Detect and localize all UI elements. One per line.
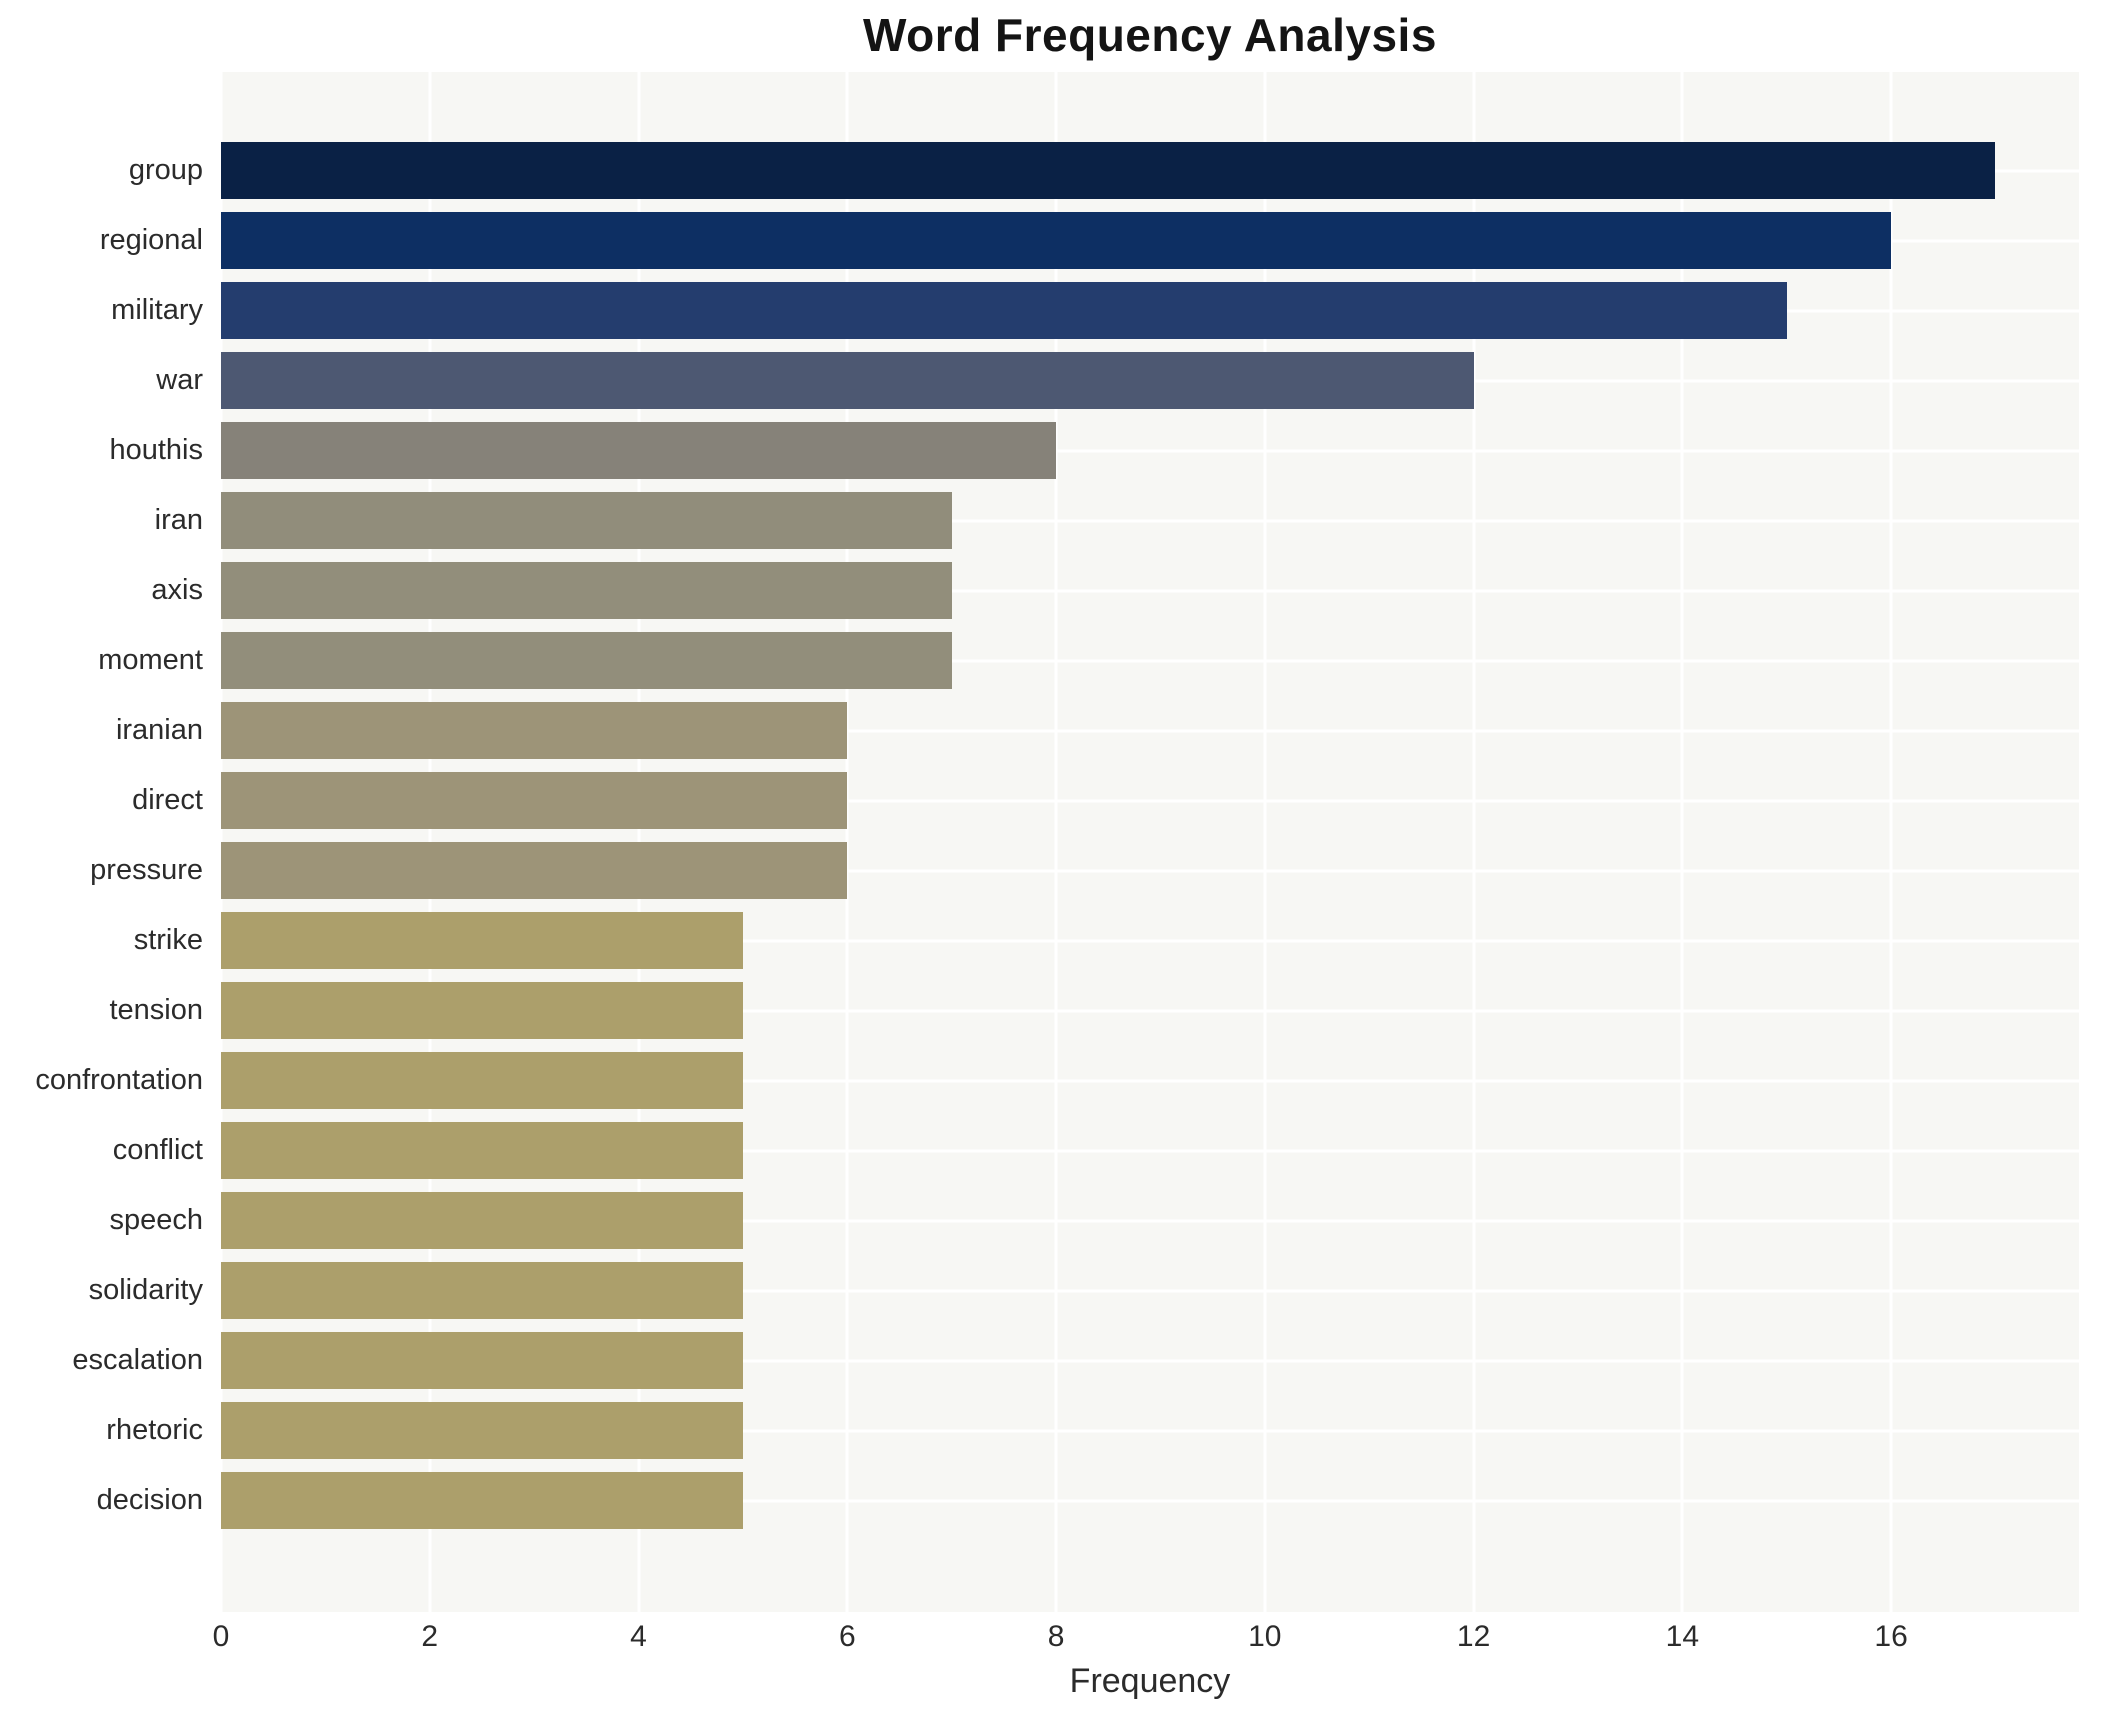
y-axis-label-military: military xyxy=(111,294,203,326)
grid-line-vertical xyxy=(1472,72,1476,1612)
grid-line-horizontal xyxy=(221,1499,2079,1502)
x-axis-tick-16: 16 xyxy=(1874,1620,1908,1653)
y-axis-label-speech: speech xyxy=(109,1204,203,1236)
grid-line-horizontal xyxy=(221,869,2079,872)
bar-row xyxy=(221,1472,2079,1542)
x-axis-tick-6: 6 xyxy=(838,1620,856,1653)
bar-row xyxy=(221,282,2079,352)
y-axis-label-moment: moment xyxy=(98,644,203,676)
plot-area xyxy=(219,72,2079,1612)
frequency-bar-iranian xyxy=(221,702,848,759)
bar-row xyxy=(221,1192,2079,1262)
frequency-bar-conflict xyxy=(221,1122,743,1179)
x-axis-title: Frequency xyxy=(1069,1662,1231,1700)
bar-row xyxy=(221,982,2079,1052)
grid-line-horizontal xyxy=(221,799,2079,802)
y-axis-labels: group regional military war houthis iran axis m… xyxy=(0,72,203,1612)
y-axis-label-solidarity: solidarity xyxy=(88,1274,203,1306)
frequency-bar-decision xyxy=(221,1472,743,1529)
bar-rows-container xyxy=(221,72,2079,1612)
frequency-bar-speech xyxy=(221,1192,743,1249)
grid-line-vertical xyxy=(1680,72,1684,1612)
bar-row xyxy=(221,772,2079,842)
bar-row xyxy=(221,702,2079,772)
grid-line-horizontal xyxy=(221,1219,2079,1222)
frequency-bar-military xyxy=(221,282,1787,339)
y-axis-label-strike: strike xyxy=(133,924,203,956)
frequency-bar-tension xyxy=(221,982,743,1039)
bar-row xyxy=(221,1262,2079,1332)
bar-row xyxy=(221,1122,2079,1192)
grid-line-horizontal xyxy=(221,939,2079,942)
y-axis-label-direct: direct xyxy=(132,784,203,816)
y-axis-label-pressure: pressure xyxy=(90,854,203,886)
y-axis-label-confrontation: confrontation xyxy=(35,1064,203,1096)
grid-line-horizontal xyxy=(221,589,2079,592)
y-axis-label-axis: axis xyxy=(151,574,203,606)
y-axis-label-conflict: conflict xyxy=(112,1134,203,1166)
bar-row xyxy=(221,1332,2079,1402)
bar-row xyxy=(221,212,2079,282)
y-axis-label-iranian: iranian xyxy=(115,714,203,746)
bar-row xyxy=(221,1402,2079,1472)
x-axis-tick-0: 0 xyxy=(212,1620,230,1653)
frequency-bar-regional xyxy=(221,212,1892,269)
grid-line-horizontal xyxy=(221,659,2079,662)
x-axis-tick-14: 14 xyxy=(1665,1620,1700,1653)
y-axis-label-rhetoric: rhetoric xyxy=(106,1414,203,1446)
frequency-bar-strike xyxy=(221,912,743,969)
grid-line-vertical xyxy=(845,72,849,1612)
grid-line-horizontal xyxy=(221,1079,2079,1082)
x-axis-tick-2: 2 xyxy=(421,1620,439,1653)
grid-line-horizontal xyxy=(221,449,2079,452)
frequency-bar-houthis xyxy=(221,422,1057,479)
frequency-bar-direct xyxy=(221,772,848,829)
grid-line-vertical xyxy=(1889,72,1893,1612)
grid-line-horizontal xyxy=(221,519,2079,522)
x-axis-ticks: 0 2 4 6 8 10 12 14 16 xyxy=(213,1620,2079,1660)
y-axis-label-regional: regional xyxy=(99,224,203,256)
y-axis-label-houthis: houthis xyxy=(109,434,203,466)
y-axis-label-group: group xyxy=(128,154,203,186)
frequency-bar-escalation xyxy=(221,1332,743,1389)
y-axis-label-tension: tension xyxy=(109,994,203,1026)
frequency-bar-war xyxy=(221,352,1474,409)
frequency-bar-confrontation xyxy=(221,1052,743,1109)
y-axis-label-iran: iran xyxy=(154,504,203,536)
x-axis-tick-10: 10 xyxy=(1248,1620,1282,1653)
bar-row xyxy=(221,912,2079,982)
grid-line-horizontal xyxy=(221,1009,2079,1012)
grid-line-horizontal xyxy=(221,1429,2079,1432)
bar-row xyxy=(221,842,2079,912)
grid-line-horizontal xyxy=(221,1289,2079,1292)
grid-line-vertical xyxy=(1263,72,1267,1612)
frequency-bar-rhetoric xyxy=(221,1402,743,1459)
frequency-bar-iran xyxy=(221,492,952,549)
y-axis-label-decision: decision xyxy=(96,1484,203,1516)
chart-title: Word Frequency Analysis xyxy=(863,9,1437,61)
bar-row xyxy=(221,422,2079,492)
grid-line-horizontal xyxy=(221,1149,2079,1152)
grid-line-horizontal xyxy=(221,729,2079,732)
x-axis-tick-12: 12 xyxy=(1456,1620,1491,1653)
bar-row xyxy=(221,352,2079,422)
x-axis-tick-8: 8 xyxy=(1047,1620,1065,1653)
x-axis-tick-4: 4 xyxy=(630,1620,647,1653)
y-axis-label-war: war xyxy=(156,364,203,396)
bar-row xyxy=(221,1052,2079,1122)
bar-row xyxy=(221,562,2079,632)
frequency-bar-solidarity xyxy=(221,1262,743,1319)
bar-row xyxy=(221,632,2079,702)
bar-row xyxy=(221,142,2079,212)
grid-line-vertical xyxy=(1054,72,1058,1612)
bar-row xyxy=(221,492,2079,562)
y-axis-label-escalation: escalation xyxy=(72,1344,203,1376)
frequency-bar-axis xyxy=(221,562,952,619)
frequency-bar-group xyxy=(221,142,1996,199)
frequency-bar-pressure xyxy=(221,842,848,899)
frequency-bar-moment xyxy=(221,632,952,689)
grid-line-horizontal xyxy=(221,1359,2079,1362)
